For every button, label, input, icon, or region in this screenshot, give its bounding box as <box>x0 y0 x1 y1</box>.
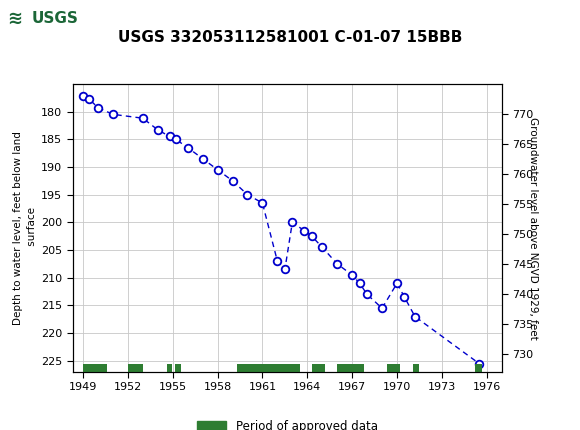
Text: ≋: ≋ <box>7 9 22 28</box>
Legend: Period of approved data: Period of approved data <box>192 415 382 430</box>
Bar <box>3 2 72 37</box>
Text: USGS: USGS <box>32 11 79 26</box>
Text: USGS 332053112581001 C-01-07 15BBB: USGS 332053112581001 C-01-07 15BBB <box>118 30 462 45</box>
Y-axis label: Groundwater level above NGVD 1929, feet: Groundwater level above NGVD 1929, feet <box>528 117 538 339</box>
Y-axis label: Depth to water level, feet below land
 surface: Depth to water level, feet below land su… <box>13 131 37 325</box>
